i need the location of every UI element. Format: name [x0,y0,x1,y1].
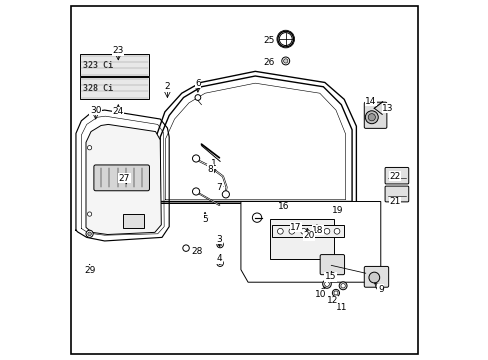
Circle shape [88,232,91,235]
FancyBboxPatch shape [320,255,344,275]
Circle shape [192,188,199,195]
Circle shape [324,228,329,234]
Circle shape [324,282,329,286]
Text: 18: 18 [312,226,323,235]
Polygon shape [160,76,351,202]
Circle shape [183,245,189,251]
FancyBboxPatch shape [384,167,408,184]
Text: 3: 3 [216,235,222,244]
Text: 19: 19 [331,206,343,215]
Circle shape [252,213,261,222]
Circle shape [195,95,201,100]
Text: 23: 23 [112,46,123,55]
Text: 2: 2 [164,82,170,91]
Circle shape [332,289,339,297]
FancyBboxPatch shape [364,266,388,287]
Polygon shape [241,202,380,282]
Circle shape [333,291,337,295]
Text: 24: 24 [112,107,123,116]
Circle shape [277,228,283,234]
Text: 7: 7 [216,183,222,192]
Bar [272,225,344,237]
Circle shape [87,145,92,150]
Text: 10: 10 [314,289,325,298]
Text: 1: 1 [211,159,217,168]
Text: 26: 26 [263,58,274,67]
Text: 21: 21 [388,197,400,206]
Text: 29: 29 [84,266,95,275]
Text: 11: 11 [335,303,346,312]
Text: 16: 16 [277,202,288,211]
FancyBboxPatch shape [94,165,149,191]
Circle shape [312,228,318,234]
Circle shape [277,31,293,47]
FancyBboxPatch shape [364,102,386,129]
Circle shape [217,260,223,266]
Circle shape [218,262,221,265]
Text: 22: 22 [389,172,400,181]
Circle shape [283,59,287,63]
Bar [122,214,144,228]
Circle shape [365,111,378,124]
Text: 20: 20 [303,231,314,240]
Bar [269,220,333,259]
Text: 15: 15 [324,272,336,281]
Circle shape [340,284,345,288]
Text: 27: 27 [119,174,130,183]
Text: 28: 28 [191,247,203,256]
Text: 17: 17 [289,223,301,232]
Bar [80,77,149,99]
Bar [80,54,149,76]
Circle shape [339,282,346,290]
Text: 9: 9 [377,285,383,294]
Text: 8: 8 [207,165,213,174]
Text: 14: 14 [365,96,376,105]
Circle shape [192,155,199,162]
Text: 6: 6 [195,79,201,88]
Circle shape [333,228,339,234]
Text: 5: 5 [202,215,207,224]
Text: 323 Ci: 323 Ci [83,61,113,70]
Text: 328 Ci: 328 Ci [83,84,113,93]
Circle shape [217,241,223,248]
Polygon shape [86,125,161,234]
Circle shape [368,272,379,283]
FancyBboxPatch shape [384,186,408,202]
Circle shape [300,228,306,234]
Text: 13: 13 [382,104,393,113]
Circle shape [86,230,93,237]
Text: 12: 12 [326,296,337,305]
Circle shape [288,228,294,234]
Text: 25: 25 [263,36,274,45]
Circle shape [322,280,330,288]
Circle shape [281,57,289,65]
Text: 4: 4 [216,255,222,264]
Circle shape [218,243,221,246]
Text: 30: 30 [90,105,101,114]
Circle shape [367,114,375,121]
Circle shape [222,191,229,198]
Circle shape [279,33,292,45]
Circle shape [87,212,92,216]
